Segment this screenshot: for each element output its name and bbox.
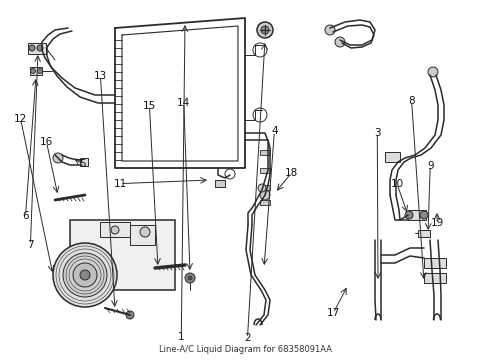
Bar bbox=[424, 258, 446, 268]
Circle shape bbox=[258, 184, 266, 192]
Circle shape bbox=[188, 276, 192, 280]
Circle shape bbox=[29, 45, 35, 51]
Text: 7: 7 bbox=[27, 240, 34, 250]
Bar bbox=[260, 168, 270, 173]
Bar bbox=[215, 180, 225, 187]
Bar bbox=[30, 67, 42, 75]
Circle shape bbox=[261, 26, 269, 34]
Bar bbox=[28, 43, 46, 54]
Text: 15: 15 bbox=[143, 101, 156, 111]
Circle shape bbox=[260, 190, 270, 200]
Text: 9: 9 bbox=[427, 161, 434, 171]
Bar bbox=[70, 220, 175, 290]
Text: 14: 14 bbox=[177, 98, 191, 108]
Text: 16: 16 bbox=[40, 137, 53, 147]
Bar bbox=[260, 200, 270, 205]
Text: 3: 3 bbox=[374, 128, 381, 138]
Circle shape bbox=[80, 270, 90, 280]
Circle shape bbox=[73, 263, 97, 287]
Bar bbox=[130, 225, 155, 245]
Bar bbox=[80, 158, 88, 166]
Text: 6: 6 bbox=[22, 211, 29, 221]
Text: Line-A/C Liquid Diagram for 68358091AA: Line-A/C Liquid Diagram for 68358091AA bbox=[158, 346, 332, 355]
Circle shape bbox=[428, 67, 438, 77]
Circle shape bbox=[53, 153, 63, 163]
Bar bbox=[100, 222, 130, 237]
Text: 1: 1 bbox=[178, 332, 185, 342]
Text: 11: 11 bbox=[113, 179, 127, 189]
Circle shape bbox=[63, 253, 107, 297]
Circle shape bbox=[111, 226, 119, 234]
Bar bbox=[260, 150, 270, 155]
Text: 17: 17 bbox=[326, 308, 340, 318]
Circle shape bbox=[30, 68, 35, 73]
Text: 8: 8 bbox=[408, 96, 415, 106]
Bar bbox=[424, 273, 446, 283]
Circle shape bbox=[335, 37, 345, 47]
Circle shape bbox=[185, 273, 195, 283]
Circle shape bbox=[420, 211, 428, 219]
Bar bbox=[418, 230, 430, 237]
Circle shape bbox=[257, 22, 273, 38]
Circle shape bbox=[140, 227, 150, 237]
Circle shape bbox=[126, 311, 134, 319]
Text: 10: 10 bbox=[391, 179, 403, 189]
Text: 2: 2 bbox=[244, 333, 251, 343]
Circle shape bbox=[325, 25, 335, 35]
Text: 18: 18 bbox=[285, 168, 298, 178]
Text: 4: 4 bbox=[271, 126, 278, 136]
Text: 19: 19 bbox=[430, 218, 444, 228]
Circle shape bbox=[405, 211, 413, 219]
Text: 12: 12 bbox=[14, 114, 27, 124]
Bar bbox=[408, 210, 426, 220]
Text: 13: 13 bbox=[94, 71, 107, 81]
Bar bbox=[385, 152, 400, 162]
Circle shape bbox=[53, 243, 117, 307]
Text: 5: 5 bbox=[79, 159, 86, 169]
Bar bbox=[260, 185, 270, 190]
Circle shape bbox=[37, 45, 43, 51]
Circle shape bbox=[38, 68, 43, 73]
